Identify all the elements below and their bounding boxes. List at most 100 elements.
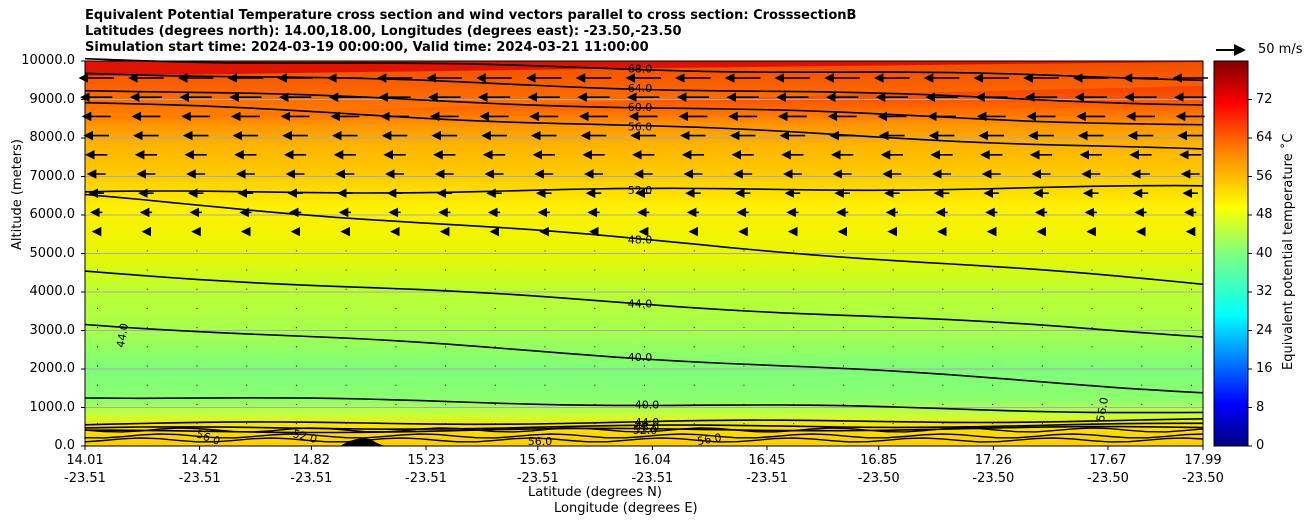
x-tick-label: 14.01 -23.51: [45, 452, 125, 488]
colorbar-tick-label: 0: [1256, 438, 1265, 453]
surface-contour: [84, 427, 1204, 433]
contour-label: 48.0: [635, 421, 660, 434]
colorbar-tick-label: 24: [1256, 322, 1273, 338]
y-tick-label: 5000.0: [29, 245, 76, 261]
x-tick-lat: 14.42: [180, 453, 219, 468]
contour-lines: [84, 57, 1204, 443]
x-tick-label: 17.26 -23.50: [953, 452, 1033, 488]
contour-line: [84, 101, 1204, 150]
colorbar: [1213, 60, 1249, 447]
x-tick-lat: 16.04: [633, 453, 671, 468]
y-tick-label: 1000.0: [29, 399, 76, 415]
colorbar-label: Equivalent potential temperature ˚C: [1281, 133, 1296, 370]
x-tick-lat: 17.67: [1089, 453, 1127, 468]
contour-label: 60.0: [628, 101, 653, 114]
contour-line: [84, 422, 1203, 431]
contour-label: 44.0: [635, 416, 660, 429]
contour-label: 68.0: [628, 63, 653, 76]
x-tick-lat: 15.63: [519, 453, 557, 468]
colorbar-ticks: [1248, 99, 1252, 447]
contour-line: [84, 89, 1204, 126]
x-tick-label: 16.85 -23.50: [839, 452, 919, 488]
x-tick-lat: 16.85: [860, 453, 898, 468]
x-tick-lat: 17.26: [974, 453, 1012, 468]
x-tick-lon: -23.51: [178, 471, 221, 486]
x-tick-lon: -23.51: [405, 471, 447, 486]
x-tick-lon: -23.51: [64, 471, 106, 486]
x-tick-label: 14.42 -23.51: [160, 452, 240, 488]
contour-line: [84, 396, 1204, 414]
contour-line: [84, 72, 1204, 106]
x-axis-label-lon: Longitude (degrees E): [554, 501, 698, 516]
x-tick-label: 15.23 -23.51: [386, 452, 466, 488]
contour-label: 52.0: [291, 427, 318, 446]
title-line-1: Equivalent Potential Temperature cross s…: [85, 8, 857, 23]
colorbar-tick-label: 8: [1256, 399, 1265, 415]
y-tick-label: 9000.0: [29, 91, 76, 107]
x-tick-lat: 17.99: [1184, 453, 1222, 468]
y-ticks: [81, 60, 85, 447]
contour-label: 40.0: [628, 351, 653, 364]
x-tick-label: 17.99 -23.50: [1163, 452, 1243, 488]
x-tick-lon: -23.51: [516, 471, 559, 486]
contour-label: 56.0: [628, 120, 653, 133]
y-tick-label: 10000.0: [21, 53, 75, 68]
contour-label: 56.0: [696, 431, 722, 448]
contour-line: [84, 193, 1204, 286]
x-tick-label: 16.45 -23.51: [727, 452, 807, 488]
colorbar-tick-label: 32: [1256, 284, 1273, 299]
surface-bump: [340, 438, 388, 446]
contour-line: [84, 323, 1204, 394]
x-tick-lon: -23.50: [972, 471, 1015, 486]
contour-line: [84, 418, 1204, 426]
y-tick-label: 2000.0: [29, 361, 76, 376]
contour-label: 64.0: [628, 82, 653, 95]
contour-label: 40.0: [635, 398, 660, 411]
x-ticks: [84, 446, 1204, 450]
y-tick-label: 8000.0: [29, 130, 76, 145]
contour-label: 52.0: [633, 424, 658, 437]
contour-line: [84, 57, 1204, 82]
x-tick-lon: -23.51: [746, 471, 788, 486]
x-tick-label: 17.67 -23.50: [1068, 452, 1148, 488]
x-tick-lat: 16.45: [748, 453, 786, 468]
x-tick-lat: 14.82: [292, 453, 330, 468]
y-tick-label: 6000.0: [29, 207, 76, 222]
x-tick-lon: -23.51: [290, 471, 333, 486]
contour-label: 44.0: [114, 322, 131, 348]
contour-label: 56.0: [528, 435, 553, 448]
reference-vector-label: 50 m/s: [1258, 42, 1303, 57]
x-tick-lat: 14.01: [66, 453, 104, 468]
contour-label: 44.0: [628, 297, 653, 310]
contour-line: [85, 425, 1204, 434]
colorbar-tick-label: 48: [1256, 207, 1273, 222]
x-axis-label-lat: Latitude (degrees N): [528, 485, 662, 500]
contour-label: 56.0: [1094, 396, 1111, 422]
y-tick-label: 0.0: [54, 438, 75, 453]
contour-label: 52.0: [628, 184, 653, 197]
y-tick-label: 7000.0: [29, 168, 76, 184]
contour-labels: 68.064.060.056.052.048.044.040.040.044.0…: [114, 63, 1111, 448]
x-tick-lon: -23.50: [1182, 471, 1224, 486]
x-tick-lon: -23.50: [857, 471, 900, 486]
y-axis-label: Altitude (meters): [10, 139, 25, 250]
x-tick-label: 14.82 -23.51: [271, 452, 351, 488]
title-line-3: Simulation start time: 2024-03-19 00:00:…: [85, 40, 649, 55]
y-tick-label: 4000.0: [29, 284, 76, 299]
x-tick-label: 16.04 -23.51: [612, 452, 692, 488]
contour-label: 48.0: [628, 234, 653, 247]
surface-contour: [84, 433, 1204, 439]
x-tick-lat: 15.23: [407, 453, 445, 468]
x-tick-lon: -23.51: [631, 471, 674, 486]
colorbar-tick-label: 40: [1256, 245, 1273, 261]
wind-vectors: [78, 73, 1208, 425]
x-tick-lon: -23.50: [1087, 471, 1129, 486]
surface-contour: [84, 437, 1204, 443]
x-tick-label: 15.63 -23.51: [498, 452, 578, 488]
colorbar-tick-label: 16: [1256, 361, 1273, 376]
dark-red-top: [85, 61, 1203, 76]
title-line-2: Latitudes (degrees north): 14.00,18.00, …: [85, 24, 682, 39]
contour-line: [84, 270, 1204, 338]
colorbar-tick-label: 72: [1256, 91, 1273, 107]
